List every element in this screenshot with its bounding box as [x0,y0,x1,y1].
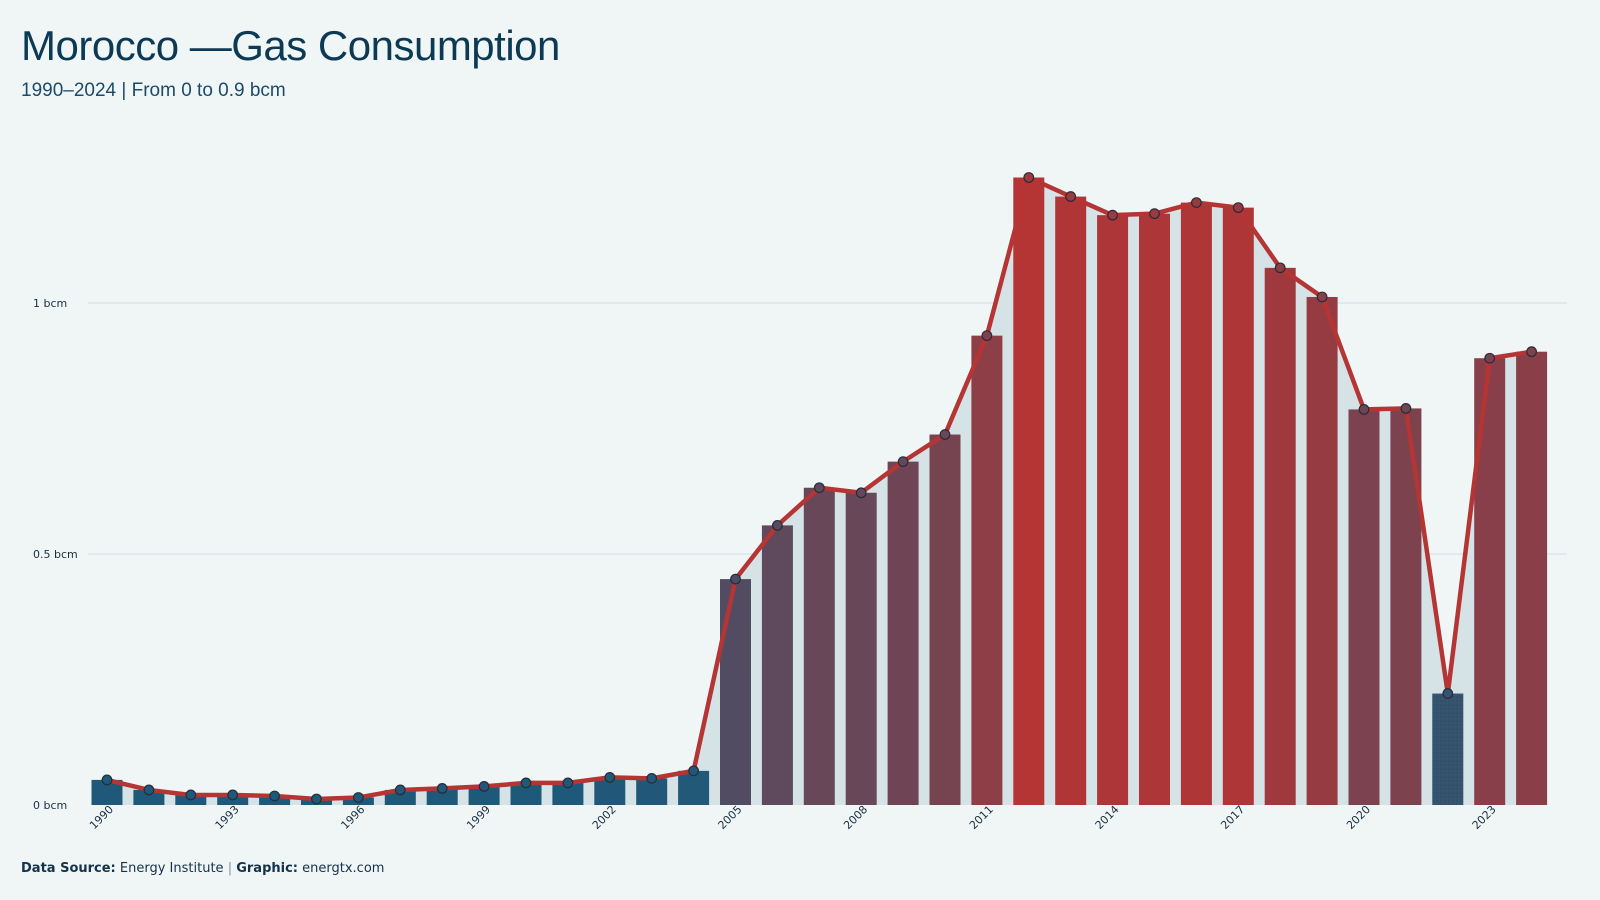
x-axis-labels: 1990 1993 1996 1999 2002 2005 2008 2011 2014 2017… [87,803,1499,832]
point-2007 [813,482,825,494]
point-2014 [1107,209,1118,221]
point-2020 [1358,404,1370,415]
x-tick-2008: 2008 [841,803,870,832]
x-tick-1996: 1996 [338,803,367,832]
bar-2011 [971,335,1003,805]
point-1995 [311,793,322,805]
point-2004 [688,765,699,777]
point-1991 [143,784,155,796]
bar-2022-texture [1432,693,1464,805]
bar-2009 [887,461,919,805]
point-2010 [939,429,951,440]
point-2002 [604,771,616,783]
point-2022 [1442,688,1454,699]
graphic-value: energtx.com [302,861,385,876]
y-tick-0-5-bcm: 0.5 bcm [33,548,78,561]
point-1997 [394,784,406,796]
bar-2010 [929,434,961,805]
bar-2019 [1306,296,1338,805]
source-value: Energy Institute [119,861,224,876]
point-2009 [897,456,909,468]
bar-2013 [1055,196,1087,806]
x-tick-2005: 2005 [716,803,745,832]
bar-2005 [720,579,751,805]
point-2012 [1023,172,1035,183]
bar-2006 [761,525,793,805]
point-1998 [436,783,448,794]
point-1990 [101,774,113,786]
point-2021 [1400,403,1412,414]
x-tick-2002: 2002 [590,803,619,832]
point-2018 [1274,262,1286,274]
x-tick-2011: 2011 [967,803,996,832]
source-label: Data Source: [21,861,116,876]
bar-2020 [1348,409,1380,805]
bar-1997 [384,789,416,805]
y-tick-0-bcm: 0 bcm [33,799,67,812]
bar-2007 [803,487,835,805]
bar-2017 [1222,207,1254,805]
y-tick-1-bcm: 1 bcm [33,297,67,310]
trend-points [101,172,1537,805]
point-2000 [520,777,532,789]
x-tick-2020: 2020 [1344,803,1373,832]
point-2013 [1065,191,1077,202]
bar-2001 [552,782,584,805]
footer-credits: Data Source: Energy Institute | Graphic:… [21,861,384,876]
bar-2008 [845,492,877,805]
x-tick-2017: 2017 [1218,803,1247,832]
point-2015 [1149,208,1160,220]
x-tick-2023: 2023 [1470,803,1499,832]
bar-2018 [1264,267,1296,805]
point-2019 [1316,291,1328,303]
point-2016 [1190,197,1202,209]
bar-1999 [468,786,500,805]
y-axis-labels: 0 bcm 0.5 bcm 1 bcm [33,297,78,812]
point-2006 [772,519,783,531]
point-2024 [1526,346,1537,358]
footer-separator: | [227,861,233,876]
point-2023 [1484,352,1496,364]
point-2003 [646,772,658,784]
x-tick-1993: 1993 [213,803,242,832]
bar-1991 [133,789,165,805]
bar-2015 [1139,213,1170,806]
x-tick-1999: 1999 [464,803,493,832]
bar-2004 [678,770,710,805]
bar-2023 [1474,358,1506,805]
bar-2016 [1180,202,1212,806]
bar-2000 [510,782,542,805]
bar-1998 [426,788,458,805]
point-2008 [855,487,867,499]
point-2011 [981,330,993,342]
point-1993 [227,789,239,801]
point-1992 [185,789,197,801]
bar-2012 [1013,177,1045,805]
x-tick-1990: 1990 [87,803,116,832]
bar-2014 [1097,215,1129,805]
graphic-label: Graphic: [236,861,298,876]
chart-subtitle: 1990–2024 | From 0 to 0.9 bcm [21,80,286,101]
point-1994 [269,790,281,802]
point-2001 [562,777,574,789]
bar-2024 [1516,351,1548,805]
point-1996 [353,792,364,803]
point-2005 [730,573,741,585]
x-tick-2014: 2014 [1093,803,1122,832]
point-1999 [478,781,490,792]
point-2017 [1232,202,1244,214]
chart-title: Morocco —Gas Consumption [21,22,560,69]
